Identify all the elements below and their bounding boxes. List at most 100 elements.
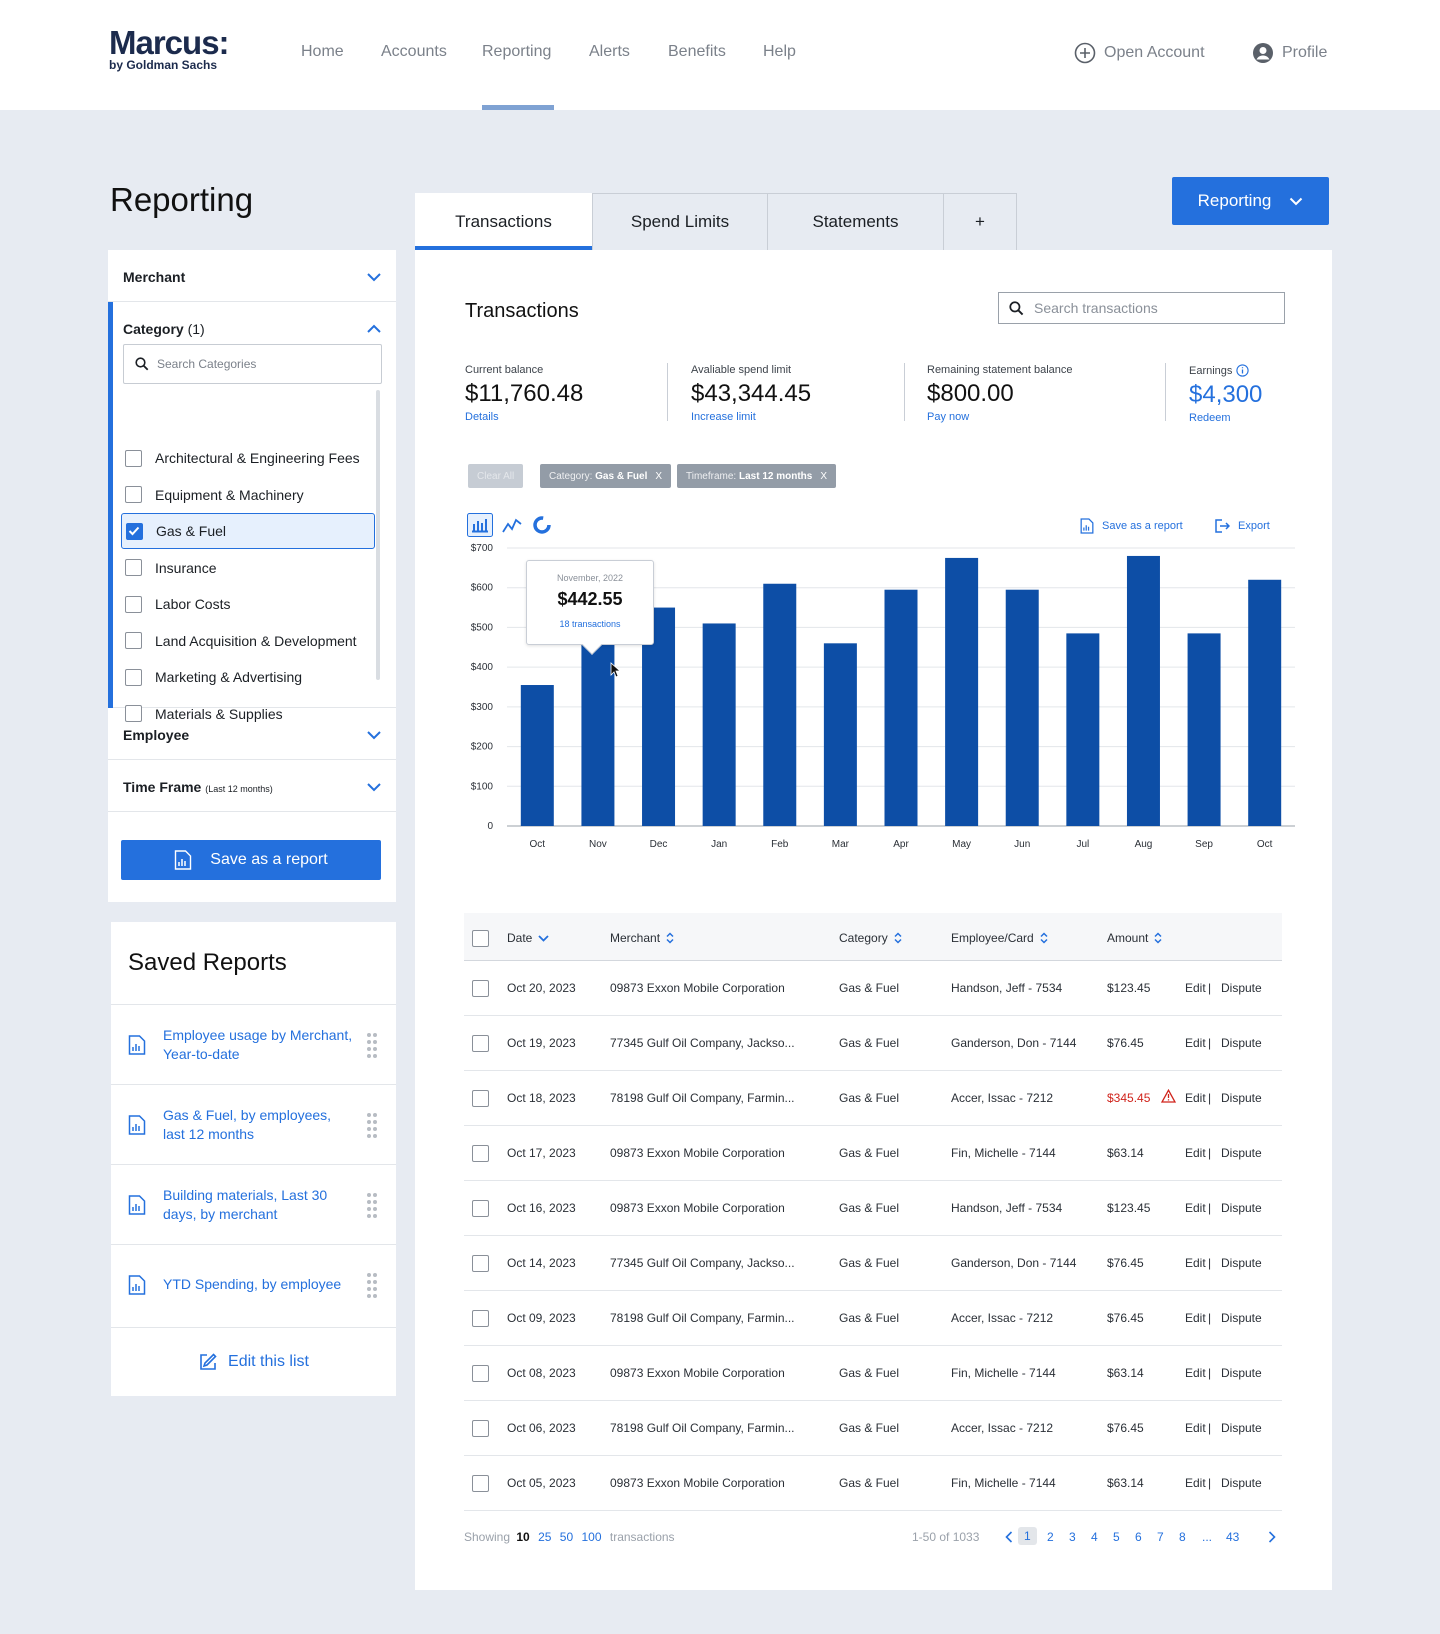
row-checkbox[interactable] <box>472 1035 489 1052</box>
employee-filter[interactable]: Employee <box>108 708 396 760</box>
edit-link[interactable]: Edit <box>1185 1036 1206 1050</box>
amount-column-header[interactable]: Amount <box>1107 931 1162 945</box>
chevron-left-icon[interactable] <box>1005 1531 1013 1543</box>
page-number[interactable]: 43 <box>1226 1530 1240 1544</box>
category-checkbox[interactable] <box>125 668 142 686</box>
bar[interactable] <box>884 589 918 826</box>
profile-link[interactable]: Profile <box>1252 42 1327 64</box>
bar[interactable] <box>1066 633 1100 826</box>
saved-report-item[interactable]: Gas & Fuel, by employees, last 12 months <box>111 1084 396 1164</box>
transactions-search-input[interactable]: Search transactions <box>998 292 1285 324</box>
page-number[interactable]: 1 <box>1018 1527 1037 1545</box>
category-column-header[interactable]: Category <box>839 931 902 945</box>
dispute-link[interactable]: Dispute <box>1221 1146 1262 1160</box>
page-size-50[interactable]: 50 <box>559 1530 574 1544</box>
redeem-link[interactable]: Redeem <box>1189 412 1231 424</box>
donut-chart-icon[interactable] <box>530 513 556 537</box>
bar[interactable] <box>1005 589 1039 826</box>
nav-home[interactable]: Home <box>301 43 344 60</box>
row-checkbox[interactable] <box>472 1255 489 1272</box>
close-icon[interactable]: X <box>655 470 663 482</box>
row-checkbox[interactable] <box>472 1200 489 1217</box>
nav-reporting[interactable]: Reporting <box>482 43 552 60</box>
page-number[interactable]: 8 <box>1179 1530 1186 1544</box>
close-icon[interactable]: X <box>820 470 828 482</box>
date-column-header[interactable]: Date <box>507 931 549 945</box>
page-number[interactable]: 2 <box>1047 1530 1054 1544</box>
saved-report-item[interactable]: Employee usage by Merchant, Year-to-date <box>111 1004 396 1084</box>
edit-link[interactable]: Edit <box>1185 1201 1206 1215</box>
bar[interactable] <box>1187 633 1221 826</box>
edit-link[interactable]: Edit <box>1185 1476 1206 1490</box>
page-size-10[interactable]: 10 <box>516 1530 530 1544</box>
category-search-input[interactable]: Search Categories <box>123 344 382 384</box>
drag-handle-icon[interactable] <box>366 1032 378 1058</box>
category-checkbox[interactable] <box>125 632 142 649</box>
category-checkbox[interactable] <box>125 559 142 576</box>
dispute-link[interactable]: Dispute <box>1221 1201 1262 1215</box>
edit-link[interactable]: Edit <box>1185 1366 1206 1380</box>
chevron-right-icon[interactable] <box>1268 1531 1276 1543</box>
chevron-up-icon[interactable] <box>366 324 382 334</box>
line-chart-icon[interactable] <box>499 513 525 537</box>
marcus-logo[interactable]: Marcus: <box>109 24 230 61</box>
dispute-link[interactable]: Dispute <box>1221 1091 1262 1105</box>
row-checkbox[interactable] <box>472 1475 489 1492</box>
edit-list-button[interactable]: Edit this list <box>111 1327 396 1396</box>
edit-link[interactable]: Edit <box>1185 1311 1206 1325</box>
page-number[interactable]: 5 <box>1113 1530 1120 1544</box>
bar[interactable] <box>520 685 554 826</box>
edit-link[interactable]: Edit <box>1185 1256 1206 1270</box>
employee-column-header[interactable]: Employee/Card <box>951 931 1048 945</box>
category-option[interactable]: Marketing & Advertising <box>121 659 375 695</box>
dispute-link[interactable]: Dispute <box>1221 1366 1262 1380</box>
nav-alerts[interactable]: Alerts <box>589 43 630 60</box>
bar[interactable] <box>763 583 797 826</box>
category-option[interactable]: Equipment & Machinery <box>121 477 375 513</box>
edit-link[interactable]: Edit <box>1185 981 1206 995</box>
bar[interactable] <box>945 557 979 826</box>
row-checkbox[interactable] <box>472 1090 489 1107</box>
bar[interactable] <box>823 643 857 826</box>
row-checkbox[interactable] <box>472 980 489 997</box>
page-number[interactable]: 6 <box>1135 1530 1142 1544</box>
category-checkbox[interactable] <box>125 449 142 467</box>
open-account-link[interactable]: Open Account <box>1074 42 1205 64</box>
category-checkbox[interactable] <box>125 486 142 503</box>
dispute-link[interactable]: Dispute <box>1221 1421 1262 1435</box>
chart-save-report[interactable]: Save as a report <box>1080 518 1183 534</box>
edit-link[interactable]: Edit <box>1185 1091 1206 1105</box>
category-filter-title[interactable]: Category (1) <box>123 321 205 337</box>
tab-statements[interactable]: Statements <box>767 193 944 250</box>
page-size-100[interactable]: 100 <box>581 1530 602 1544</box>
category-checkbox[interactable] <box>126 522 143 540</box>
row-checkbox[interactable] <box>472 1310 489 1327</box>
export-button[interactable]: Export <box>1214 518 1270 534</box>
timeframe-filter[interactable]: Time Frame (Last 12 months) <box>108 760 396 812</box>
category-checkbox[interactable] <box>125 705 142 722</box>
category-option[interactable]: Land Acquisition & Development <box>121 623 375 659</box>
bar[interactable] <box>1248 579 1282 826</box>
drag-handle-icon[interactable] <box>366 1272 378 1298</box>
pay-now-link[interactable]: Pay now <box>927 411 970 423</box>
edit-link[interactable]: Edit <box>1185 1146 1206 1160</box>
category-option[interactable]: Insurance <box>121 550 375 586</box>
saved-report-item[interactable]: YTD Spending, by employee <box>111 1244 396 1324</box>
select-all-checkbox[interactable] <box>472 930 489 947</box>
drag-handle-icon[interactable] <box>366 1112 378 1138</box>
reporting-dropdown-button[interactable]: Reporting <box>1172 177 1329 225</box>
nav-help[interactable]: Help <box>763 43 796 60</box>
row-checkbox[interactable] <box>472 1145 489 1162</box>
details-link[interactable]: Details <box>465 411 499 423</box>
category-option[interactable]: Materials & Supplies <box>121 696 375 732</box>
page-number[interactable]: 4 <box>1091 1530 1098 1544</box>
tab-add[interactable]: + <box>943 193 1017 250</box>
page-size-25[interactable]: 25 <box>538 1530 552 1544</box>
merchant-filter[interactable]: Merchant <box>108 250 396 302</box>
bar-chart-icon[interactable] <box>467 513 493 537</box>
tab-transactions[interactable]: Transactions <box>415 193 592 250</box>
row-checkbox[interactable] <box>472 1365 489 1382</box>
bar[interactable] <box>702 623 736 826</box>
category-option[interactable]: Gas & Fuel <box>121 513 375 549</box>
clear-all-chip[interactable]: Clear All <box>468 464 524 488</box>
